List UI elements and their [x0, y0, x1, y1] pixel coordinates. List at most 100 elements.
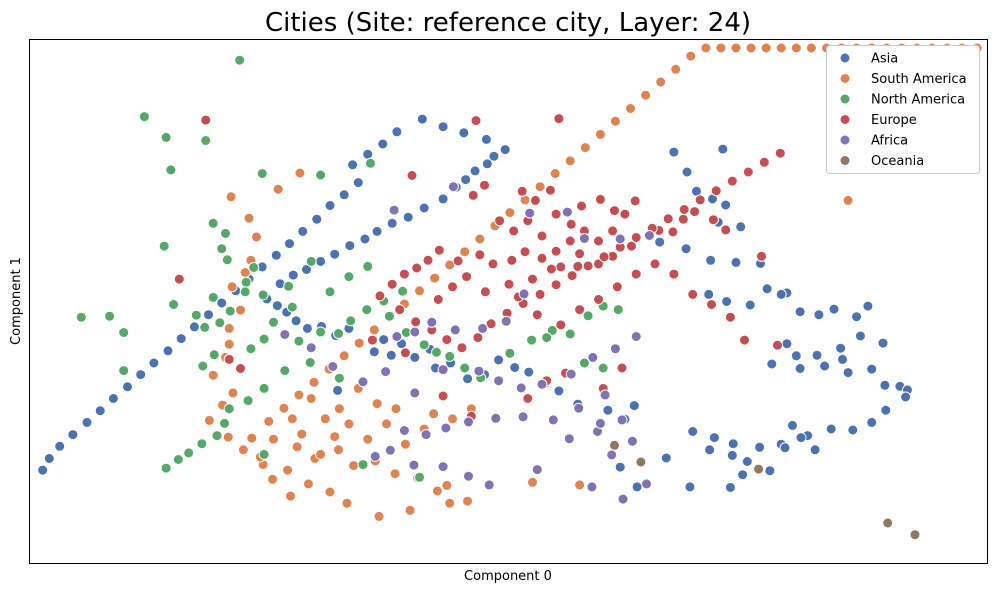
point-south-america-27 [444, 497, 456, 509]
point-north-america-60 [183, 447, 195, 459]
point-north-america-34 [345, 315, 357, 327]
point-asia-54 [741, 456, 753, 467]
point-south-america-33 [324, 486, 336, 498]
point-africa-52 [626, 435, 638, 447]
point-asia-39 [880, 404, 892, 416]
point-asia-61 [684, 481, 696, 493]
point-europe-11 [576, 200, 587, 212]
point-north-america-10 [158, 240, 170, 252]
point-north-america-54 [258, 382, 270, 394]
point-south-america-21 [333, 444, 344, 456]
point-asia-19 [794, 306, 806, 318]
point-north-america-66 [343, 271, 355, 283]
point-europe-87 [630, 268, 642, 280]
point-north-america-72 [357, 459, 369, 471]
point-europe-32 [452, 255, 464, 267]
point-europe-24 [593, 258, 604, 270]
point-south-america-3 [243, 212, 255, 224]
point-north-america-19 [214, 317, 226, 329]
point-europe-79 [447, 281, 458, 293]
point-africa-49 [617, 493, 629, 505]
point-asia-50 [687, 426, 699, 437]
point-asia-94 [301, 264, 312, 275]
legend-label-south-america: South America [871, 72, 967, 87]
point-south-america-92 [381, 418, 392, 430]
point-europe-59 [710, 185, 722, 197]
point-europe-60 [726, 175, 738, 187]
point-europe-3 [406, 170, 418, 181]
point-africa-42 [463, 470, 474, 482]
point-europe-0 [200, 114, 212, 126]
point-europe-29 [506, 254, 518, 266]
point-europe-26 [555, 261, 567, 273]
point-europe-57 [678, 204, 690, 215]
point-asia-131 [175, 333, 187, 345]
point-asia-11 [730, 256, 742, 268]
point-south-america-100 [268, 433, 279, 445]
point-south-america-101 [291, 441, 303, 453]
point-north-america-59 [196, 438, 208, 450]
point-north-america-69 [286, 301, 298, 313]
point-europe-34 [422, 254, 434, 266]
point-europe-12 [594, 193, 606, 205]
point-south-america-2 [225, 191, 237, 203]
point-africa-8 [500, 315, 512, 327]
point-asia-129 [203, 309, 214, 321]
point-africa-7 [518, 288, 530, 300]
point-africa-37 [398, 425, 410, 436]
point-north-america-62 [160, 462, 172, 474]
point-asia-109 [499, 144, 511, 156]
point-north-america-8 [207, 217, 219, 229]
point-asia-25 [877, 337, 889, 349]
point-asia-2 [681, 166, 693, 178]
point-europe-56 [662, 213, 674, 225]
point-europe-80 [432, 294, 444, 305]
point-north-america-46 [526, 334, 538, 346]
point-north-america-47 [546, 324, 558, 336]
point-asia-132 [162, 345, 174, 357]
point-north-america-18 [224, 305, 236, 317]
point-africa-14 [279, 329, 291, 340]
point-asia-143 [332, 384, 344, 396]
point-asia-117 [347, 159, 359, 171]
point-africa-36 [420, 429, 432, 441]
point-africa-28 [630, 331, 642, 342]
point-asia-57 [809, 444, 821, 456]
point-africa-19 [409, 387, 421, 399]
point-africa-13 [391, 331, 403, 342]
point-oceania-3 [909, 529, 921, 541]
point-asia-8 [654, 236, 666, 248]
point-asia-97 [344, 240, 356, 252]
point-africa-34 [463, 416, 474, 428]
point-south-america-64 [640, 89, 652, 101]
point-europe-31 [474, 249, 486, 261]
point-asia-70 [523, 366, 535, 378]
point-europe-71 [593, 235, 604, 247]
point-asia-88 [290, 315, 302, 327]
legend: Asia South America North America Europe Afri… [826, 45, 980, 174]
point-africa-9 [477, 322, 489, 334]
point-asia-13 [761, 283, 773, 295]
legend-marker-oceania [839, 155, 851, 166]
point-north-america-20 [199, 321, 211, 333]
point-europe-18 [677, 213, 689, 225]
point-north-america-64 [305, 255, 317, 267]
point-asia-112 [437, 121, 449, 133]
point-south-america-15 [203, 414, 215, 426]
point-north-america-75 [578, 357, 590, 369]
point-south-america-99 [286, 413, 298, 425]
point-south-america-57 [534, 181, 546, 193]
point-asia-124 [270, 249, 282, 261]
point-europe-38 [374, 290, 386, 302]
point-south-america-9 [223, 322, 235, 334]
point-africa-10 [449, 324, 461, 336]
point-north-america-67 [362, 260, 374, 272]
point-africa-4 [578, 233, 590, 244]
point-south-america-104 [428, 408, 440, 420]
point-europe-78 [461, 271, 473, 283]
point-asia-23 [862, 300, 874, 312]
point-europe-86 [611, 281, 623, 293]
point-north-america-28 [208, 349, 220, 361]
point-oceania-2 [882, 517, 894, 529]
point-europe-30 [487, 258, 499, 270]
